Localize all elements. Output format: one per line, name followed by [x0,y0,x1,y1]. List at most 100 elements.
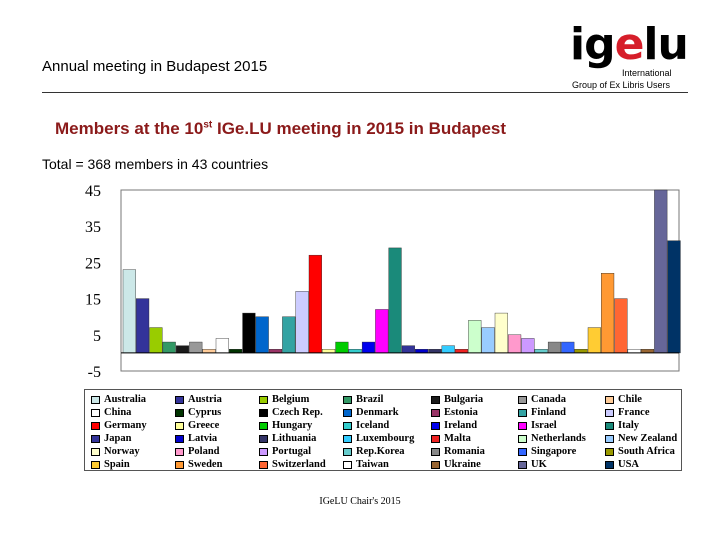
bar-taiwan [627,349,641,354]
y-tick-label: -5 [88,364,101,381]
y-tick-label: 5 [93,328,101,345]
legend-label: China [104,407,132,418]
legend-item: Israel [518,419,557,432]
legend-label: Iceland [356,420,390,431]
legend-label: Bulgaria [444,394,484,405]
bar-spain [587,327,601,354]
legend-item: Romania [431,445,485,458]
legend-swatch [91,460,100,469]
legend-swatch [431,460,440,469]
bar-netherlands [468,320,482,354]
legend-label: Japan [104,433,132,444]
legend-label: Estonia [444,407,478,418]
legend-label: Czech Rep. [272,407,323,418]
bar-canada [189,341,203,354]
legend-label: Taiwan [356,459,389,470]
legend-swatch [259,447,268,456]
bar-rep-korea [534,349,548,354]
legend-label: Latvia [188,433,218,444]
legend-label: Israel [531,420,557,431]
legend-swatch [431,447,440,456]
bar-estonia [268,349,283,354]
legend-swatch [175,460,184,469]
legend-label: Denmark [356,407,399,418]
slide-subtitle: Total = 368 members in 43 countries [42,156,269,172]
legend-item: Portugal [259,445,311,458]
legend-item: Czech Rep. [259,406,323,419]
legend-label: Romania [444,446,485,457]
legend-item: Canada [518,393,566,406]
legend-item: Greece [175,419,219,432]
legend-item: Australia [91,393,146,406]
legend-swatch [431,408,440,417]
legend-swatch [259,434,268,443]
bar-new-zealand [481,327,495,354]
legend-swatch [259,460,268,469]
bar-ukraine [640,349,655,354]
bar-greece [322,349,336,354]
bar-portugal [521,338,535,354]
bar-finland [282,316,296,354]
legend-swatch [259,421,268,430]
bar-latvia [415,349,429,354]
bar-iceland [348,349,362,354]
y-tick-label: 25 [85,255,101,272]
bar-belgium [149,327,163,354]
legend-swatch [605,421,614,430]
legend-label: Malta [444,433,471,444]
legend-item: Poland [175,445,220,458]
bar-france [295,291,309,354]
legend-item: Rep.Korea [343,445,405,458]
bar-hungary [335,341,349,354]
bar-israel [375,309,389,354]
legend-item: Chile [605,393,642,406]
legend-item: Belgium [259,393,309,406]
legend-label: Canada [531,394,567,405]
legend-swatch [175,421,184,430]
legend-item: USA [605,458,639,471]
legend-label: South Africa [618,446,675,457]
y-tick-label: 45 [85,183,101,200]
legend-label: Norway [104,446,140,457]
bar-china [215,338,229,354]
logo-line-1: International [622,68,672,78]
legend-item: Lithuania [259,432,316,445]
legend-item: Switzerland [259,458,326,471]
bar-australia [122,269,136,354]
bar-switzerland [614,298,628,354]
legend-label: Rep.Korea [356,446,405,457]
legend-item: Ireland [431,419,477,432]
legend-label: Chile [618,394,642,405]
legend-item: Taiwan [343,458,389,471]
legend-swatch [343,408,352,417]
legend-item: Norway [91,445,140,458]
legend-item: UK [518,458,547,471]
legend-swatch [518,434,527,443]
legend-swatch [259,408,268,417]
legend-swatch [91,395,100,404]
legend-item: Bulgaria [431,393,483,406]
y-tick-label: 35 [85,219,101,236]
header-rule [42,92,688,93]
legend-swatch [518,421,527,430]
logo-wordmark: igelu [570,19,689,70]
legend-item: Denmark [343,406,399,419]
legend-swatch [91,421,100,430]
legend-label: Cyprus [188,407,222,418]
legend-label: Austria [188,394,222,405]
legend-label: Poland [188,446,220,457]
legend-item: Sweden [175,458,222,471]
legend-item: Netherlands [518,432,586,445]
legend-item: Austria [175,393,222,406]
legend-swatch [91,408,100,417]
legend-label: Singapore [531,446,577,457]
legend-swatch [605,447,614,456]
y-tick-label: 15 [85,292,101,309]
legend-label: Sweden [188,459,223,470]
legend-swatch [343,434,352,443]
legend-swatch [175,447,184,456]
legend-label: USA [618,459,640,470]
bar-germany [308,254,322,354]
legend-item: Cyprus [175,406,221,419]
legend-swatch [431,421,440,430]
